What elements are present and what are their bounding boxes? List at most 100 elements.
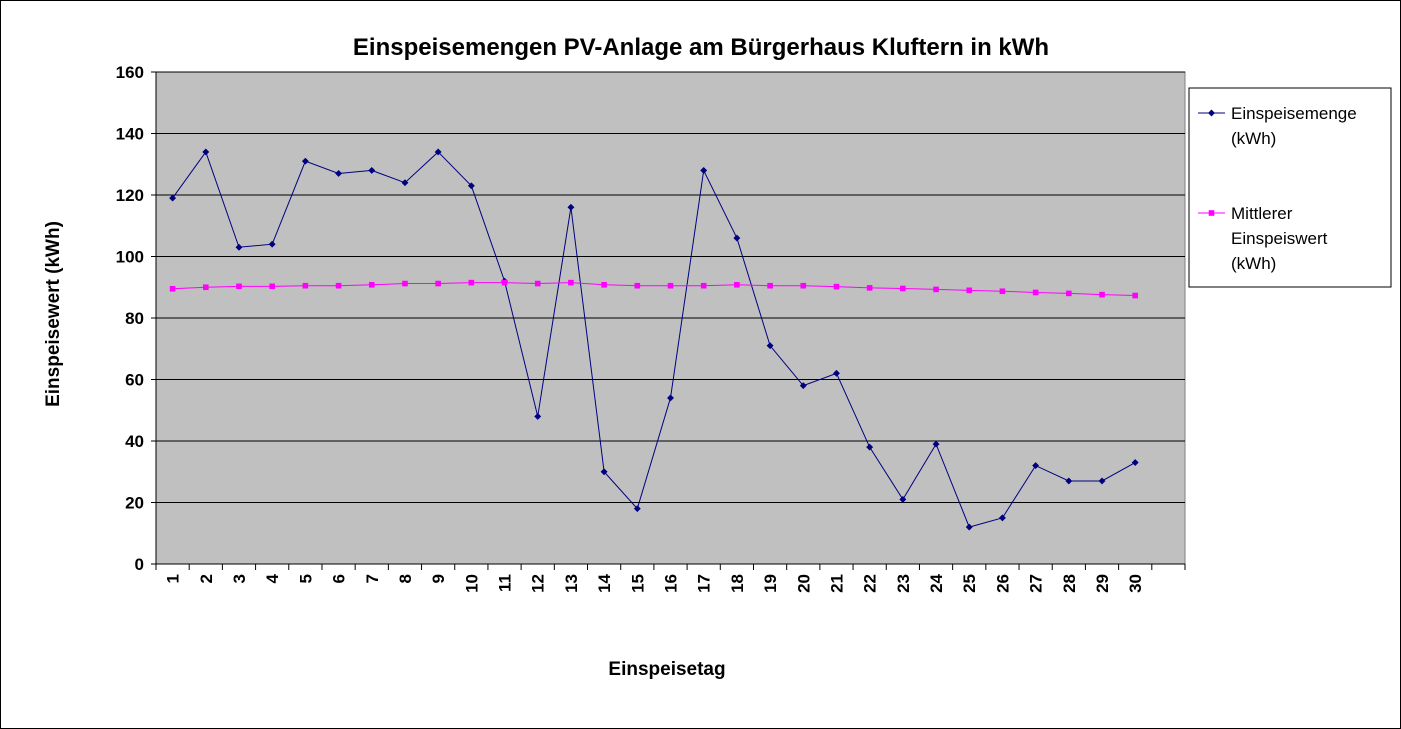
data-point [800,282,807,289]
series-layer [169,148,1139,531]
y-tick-label: 140 [116,125,144,144]
data-point [435,280,441,287]
data-point [833,283,840,290]
data-point [501,279,508,286]
x-tick-label: 26 [993,574,1012,593]
data-point [1131,458,1139,467]
data-point [1066,290,1072,297]
x-axis-title: Einspeisetag [608,659,725,680]
x-tick-label: 22 [861,574,880,593]
x-tick-label: 18 [728,574,747,593]
data-point [866,443,874,451]
data-point [568,279,574,286]
data-point [368,166,376,174]
y-tick-label: 100 [116,248,144,267]
x-tick-label: 9 [429,574,448,583]
data-point [468,279,475,286]
x-tick-label: 8 [396,574,415,583]
data-point [734,281,740,288]
data-point [534,280,541,287]
data-point [467,182,475,190]
x-tick-label: 11 [496,574,515,592]
data-point [1098,477,1106,485]
data-point [269,283,275,290]
y-tick-label: 20 [125,494,144,513]
data-point [169,285,176,292]
legend-swatch-marker [1207,109,1216,117]
x-tick-label: 20 [794,574,813,593]
data-point [268,240,276,248]
data-point [667,282,674,289]
data-point [567,203,575,211]
x-tick-label: 6 [330,574,349,583]
data-point [634,282,641,289]
data-point [534,412,542,420]
data-point [733,234,741,242]
x-tick-label: 19 [761,574,780,593]
x-tick-label: 27 [1027,574,1046,593]
legend: Einspeisemenge (kWh) Mittlerer Einspeiswert… [1188,87,1392,288]
chart-title: Einspeisemengen PV-Anlage am Bürgerhaus … [353,34,1049,61]
x-tick-label: 10 [462,574,481,593]
x-axis: 1 2 3 4 5 6 7 8 9 10 11 12 13 14 15 16 17 18 19 20 21 22 23 24 2… [155,563,1186,593]
data-point [766,342,774,350]
y-tick-label: 60 [125,371,144,390]
legend-label: (kWh) [1231,254,1276,273]
data-point [700,166,708,174]
grid-lines [156,71,1185,503]
x-tick-label: 23 [894,574,913,593]
x-tick-label: 12 [529,574,548,593]
series-line [172,282,1136,297]
y-axis-title: Einspeisewert (kWh) [43,221,64,407]
data-point [933,286,939,293]
x-tick-label: 21 [827,574,846,593]
data-point [434,148,442,156]
data-point [202,284,209,291]
data-point [601,281,607,288]
y-tick-label: 40 [125,432,144,451]
x-tick-label: 28 [1060,574,1079,593]
x-tick-label: 14 [595,573,614,592]
legend-label: Einspeisemenge [1231,104,1357,123]
data-point [335,169,343,178]
data-point [402,280,408,287]
data-point [832,369,841,377]
x-tick-label: 7 [363,574,382,583]
data-point [301,157,309,165]
legend-label: (kWh) [1231,129,1276,148]
data-point [998,514,1006,522]
data-point [767,282,773,289]
y-axis: 0 20 40 60 80 100 120 140 160 [116,63,157,574]
data-point [999,288,1006,295]
series-1 [169,148,1139,531]
y-tick-label: 80 [125,309,144,328]
data-point [235,243,243,251]
x-tick-label: 1 [164,574,183,583]
x-tick-label: 29 [1093,574,1112,593]
x-tick-label: 2 [197,574,216,583]
data-point [335,282,342,289]
legend-label: Mittlerer [1231,204,1293,223]
data-point [799,382,807,390]
data-point [236,283,242,290]
data-point [401,179,409,187]
data-point [1065,477,1073,485]
data-point [700,282,707,289]
x-tick-label: 17 [695,574,714,593]
data-point [866,285,873,291]
x-tick-label: 25 [960,574,979,593]
data-point [1132,292,1139,299]
data-point [202,148,210,156]
x-tick-label: 15 [628,574,647,593]
series-2 [169,279,1139,299]
x-tick-label: 13 [562,574,581,593]
data-point [1099,291,1105,298]
data-point [1032,462,1040,470]
legend-label: Einspeiswert [1231,229,1328,248]
data-point [900,285,906,292]
x-tick-label: 24 [927,573,946,592]
data-point [666,394,675,402]
legend-entry: Einspeisemenge (kWh) [1198,104,1357,148]
